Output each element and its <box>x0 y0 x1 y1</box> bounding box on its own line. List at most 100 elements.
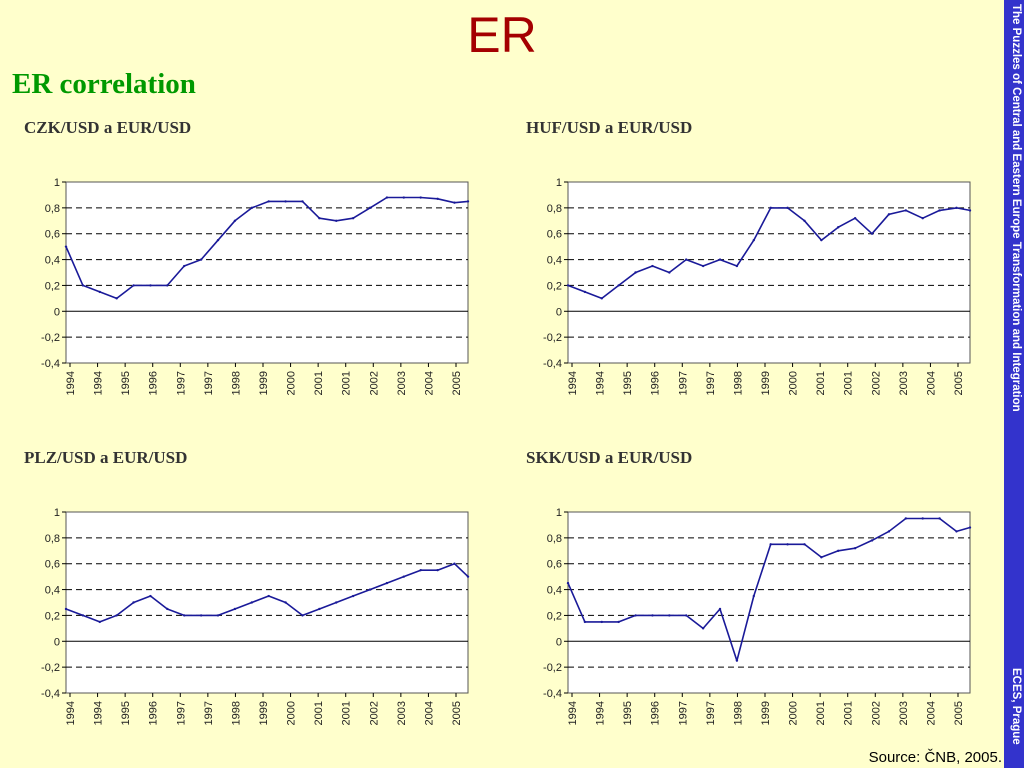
x-tick-label: 1997 <box>705 371 717 395</box>
data-point <box>233 607 237 611</box>
data-point <box>583 620 587 624</box>
data-point <box>853 547 857 550</box>
y-tick-label: 0,6 <box>45 559 60 571</box>
y-tick-label: -0,2 <box>41 332 60 344</box>
x-tick-label: 1998 <box>732 701 744 725</box>
data-point <box>938 517 941 520</box>
data-point <box>718 607 722 611</box>
y-tick-label: 0,4 <box>45 585 60 597</box>
x-tick-label: 2003 <box>898 701 910 725</box>
data-point <box>803 219 806 222</box>
data-point <box>98 290 101 294</box>
x-tick-label: 1996 <box>650 701 662 725</box>
x-tick-label: 2001 <box>843 701 855 725</box>
y-tick-label: -0,2 <box>543 332 562 344</box>
data-point <box>385 581 389 585</box>
data-point <box>284 200 287 203</box>
data-point <box>887 213 891 216</box>
slide-title: ER <box>467 7 537 63</box>
data-point <box>453 201 456 204</box>
x-tick-label: 1997 <box>203 371 215 395</box>
y-tick-label: 1 <box>556 507 562 519</box>
x-tick-label: 2000 <box>788 701 800 725</box>
x-tick-label: 2003 <box>898 371 910 395</box>
data-point <box>938 209 941 212</box>
data-point <box>887 530 891 533</box>
x-tick-label: 2004 <box>925 371 937 395</box>
data-point <box>199 614 203 617</box>
x-tick-label: 1997 <box>705 701 717 725</box>
x-tick-label: 1998 <box>230 701 242 725</box>
y-tick-label: 0,8 <box>547 203 562 215</box>
x-tick-label: 2002 <box>368 371 380 395</box>
x-tick-label: 2001 <box>815 701 827 725</box>
data-point <box>651 614 654 617</box>
x-tick-label: 2005 <box>451 371 463 395</box>
data-point <box>216 614 220 617</box>
x-tick-label: 1998 <box>230 371 242 395</box>
data-point <box>921 517 924 520</box>
data-point <box>566 284 570 287</box>
y-tick-label: -0,2 <box>41 662 60 674</box>
plot-area <box>65 511 469 694</box>
x-tick-label: 1996 <box>650 371 662 395</box>
x-tick-label: 1994 <box>93 701 105 725</box>
sidebar-bar <box>1004 0 1024 768</box>
data-point <box>453 562 456 565</box>
x-tick-label: 1997 <box>677 701 689 725</box>
x-tick-label: 1995 <box>622 371 634 395</box>
data-point <box>183 614 186 617</box>
x-tick-label: 1994 <box>595 701 607 725</box>
data-point <box>233 219 237 222</box>
x-tick-label: 2001 <box>815 371 827 395</box>
data-point <box>284 601 287 604</box>
data-point <box>870 232 874 235</box>
y-tick-label: 0,2 <box>45 610 60 622</box>
x-tick-label: 1995 <box>120 371 132 395</box>
data-point <box>267 200 270 203</box>
data-point <box>199 258 203 261</box>
data-point <box>904 209 908 212</box>
chart-huf-svg: 1 0,8 0,6 0,4 0,2 0 -0,2 -0,4 1994 1994 1995 1996 19… <box>543 177 972 395</box>
y-tick-label: 0,8 <box>547 533 562 545</box>
data-point <box>668 614 671 617</box>
x-tick-label: 2001 <box>341 371 353 395</box>
x-tick-label: 2001 <box>313 371 325 395</box>
plot-area <box>567 511 971 694</box>
y-tick-label: -0,2 <box>543 662 562 674</box>
data-point <box>115 297 118 300</box>
y-tick-label: 0,4 <box>45 255 60 267</box>
data-point <box>115 614 118 617</box>
data-point <box>803 543 806 546</box>
chart-panel-skk: SKK/USD a EUR/USD 1 0,8 0,6 0,4 0,2 0 -0,2 -0,4… <box>512 448 982 748</box>
y-tick-label: 1 <box>556 177 562 189</box>
data-point <box>701 264 705 268</box>
data-point <box>436 568 439 572</box>
x-tick-label: 2001 <box>843 371 855 395</box>
data-point <box>318 217 321 220</box>
y-tick-label: 0 <box>54 636 60 648</box>
data-point <box>853 217 857 220</box>
x-tick-label: 1996 <box>148 701 160 725</box>
data-point <box>566 581 570 585</box>
y-tick-label: 0,8 <box>45 203 60 215</box>
data-point <box>668 271 671 274</box>
data-point <box>419 568 422 572</box>
x-tick-label: 2000 <box>286 701 298 725</box>
x-tick-label: 2002 <box>870 371 882 395</box>
x-tick-label: 1997 <box>203 701 215 725</box>
x-tick-label: 2005 <box>953 701 965 725</box>
slide-subtitle: ER correlation <box>12 68 196 100</box>
data-point <box>651 264 654 268</box>
x-tick-label: 2003 <box>396 371 408 395</box>
chart-skk-svg: 1 0,8 0,6 0,4 0,2 0 -0,2 -0,4 1994 1994 1995 1996 19… <box>543 507 972 725</box>
data-point <box>968 526 972 529</box>
y-tick-label: 1 <box>54 177 60 189</box>
x-tick-label: 2005 <box>953 371 965 395</box>
data-point <box>436 197 439 201</box>
data-point <box>335 601 338 604</box>
plot-area <box>567 181 971 364</box>
x-tick-label: 2000 <box>286 371 298 395</box>
data-point <box>600 620 603 624</box>
x-tick-label: 2004 <box>423 701 435 725</box>
